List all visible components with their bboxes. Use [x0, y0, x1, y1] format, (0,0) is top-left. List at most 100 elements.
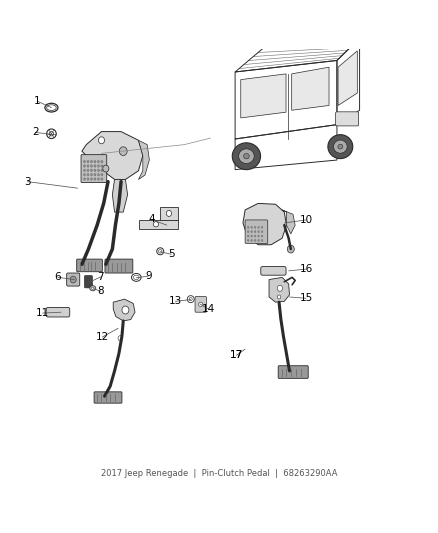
- FancyBboxPatch shape: [245, 220, 268, 244]
- Ellipse shape: [198, 302, 203, 306]
- Ellipse shape: [101, 177, 103, 180]
- Ellipse shape: [87, 169, 89, 172]
- Text: 17: 17: [230, 350, 243, 360]
- Polygon shape: [338, 51, 357, 106]
- Ellipse shape: [103, 165, 109, 172]
- Ellipse shape: [247, 226, 249, 229]
- Ellipse shape: [99, 137, 105, 144]
- Text: 12: 12: [96, 332, 109, 342]
- Text: 2017 Jeep Renegade  |  Pin-Clutch Pedal  |  68263290AA: 2017 Jeep Renegade | Pin-Clutch Pedal | …: [101, 469, 337, 478]
- FancyBboxPatch shape: [261, 266, 286, 275]
- FancyBboxPatch shape: [336, 112, 359, 126]
- Ellipse shape: [97, 169, 99, 172]
- Text: 10: 10: [300, 215, 313, 225]
- Ellipse shape: [90, 160, 92, 163]
- Ellipse shape: [97, 160, 99, 163]
- Ellipse shape: [261, 226, 263, 229]
- Ellipse shape: [258, 231, 259, 233]
- Ellipse shape: [254, 239, 256, 241]
- Ellipse shape: [239, 149, 254, 164]
- Polygon shape: [243, 204, 286, 245]
- Ellipse shape: [232, 143, 261, 169]
- Text: 2: 2: [32, 127, 39, 138]
- Ellipse shape: [94, 165, 96, 167]
- Ellipse shape: [87, 160, 89, 163]
- Ellipse shape: [277, 285, 283, 292]
- Ellipse shape: [101, 160, 103, 163]
- Ellipse shape: [101, 173, 103, 176]
- Ellipse shape: [90, 286, 96, 291]
- Ellipse shape: [90, 173, 92, 176]
- Ellipse shape: [254, 235, 256, 237]
- Ellipse shape: [87, 173, 89, 176]
- Ellipse shape: [258, 226, 259, 229]
- Ellipse shape: [94, 173, 96, 176]
- Ellipse shape: [94, 169, 96, 172]
- Text: 14: 14: [202, 304, 215, 314]
- Ellipse shape: [251, 226, 253, 229]
- Polygon shape: [282, 210, 295, 234]
- Ellipse shape: [338, 144, 343, 149]
- Ellipse shape: [247, 239, 249, 241]
- Ellipse shape: [122, 306, 129, 314]
- Ellipse shape: [258, 235, 259, 237]
- Ellipse shape: [328, 135, 353, 159]
- FancyBboxPatch shape: [195, 296, 206, 312]
- Text: 17: 17: [230, 350, 243, 360]
- Ellipse shape: [101, 165, 103, 167]
- Polygon shape: [113, 299, 135, 321]
- FancyBboxPatch shape: [77, 259, 102, 272]
- Ellipse shape: [92, 287, 94, 289]
- FancyBboxPatch shape: [46, 308, 70, 317]
- FancyBboxPatch shape: [85, 276, 92, 288]
- Text: 3: 3: [24, 176, 31, 187]
- Ellipse shape: [247, 231, 249, 233]
- Ellipse shape: [87, 177, 89, 180]
- Ellipse shape: [70, 276, 76, 283]
- Ellipse shape: [277, 295, 281, 299]
- Ellipse shape: [333, 140, 347, 153]
- Ellipse shape: [90, 169, 92, 172]
- Polygon shape: [292, 67, 329, 110]
- Ellipse shape: [83, 165, 85, 167]
- Ellipse shape: [97, 165, 99, 167]
- Text: 1: 1: [34, 96, 40, 106]
- Ellipse shape: [87, 165, 89, 167]
- Ellipse shape: [90, 165, 92, 167]
- Text: 9: 9: [145, 271, 152, 281]
- Polygon shape: [241, 74, 286, 118]
- Ellipse shape: [247, 235, 249, 237]
- Ellipse shape: [251, 239, 253, 241]
- Ellipse shape: [261, 231, 263, 233]
- Ellipse shape: [166, 211, 172, 216]
- Ellipse shape: [261, 235, 263, 237]
- FancyBboxPatch shape: [67, 273, 80, 286]
- Ellipse shape: [83, 160, 85, 163]
- Ellipse shape: [90, 177, 92, 180]
- Ellipse shape: [101, 169, 103, 172]
- FancyBboxPatch shape: [94, 392, 122, 403]
- Text: 16: 16: [300, 264, 313, 274]
- Polygon shape: [160, 207, 178, 220]
- Polygon shape: [269, 277, 290, 302]
- Text: 13: 13: [169, 296, 182, 306]
- Ellipse shape: [83, 169, 85, 172]
- FancyBboxPatch shape: [278, 366, 308, 378]
- Polygon shape: [138, 140, 149, 180]
- Ellipse shape: [83, 173, 85, 176]
- Polygon shape: [82, 132, 143, 180]
- Ellipse shape: [94, 177, 96, 180]
- Polygon shape: [113, 180, 127, 212]
- Text: 8: 8: [97, 286, 104, 296]
- Ellipse shape: [251, 231, 253, 233]
- Text: 7: 7: [97, 272, 104, 282]
- Ellipse shape: [287, 245, 294, 253]
- FancyBboxPatch shape: [81, 155, 107, 182]
- Ellipse shape: [251, 235, 253, 237]
- Text: 6: 6: [55, 272, 61, 282]
- Text: 11: 11: [36, 308, 49, 318]
- Polygon shape: [139, 220, 178, 229]
- Ellipse shape: [94, 160, 96, 163]
- Ellipse shape: [258, 239, 259, 241]
- Ellipse shape: [153, 222, 159, 227]
